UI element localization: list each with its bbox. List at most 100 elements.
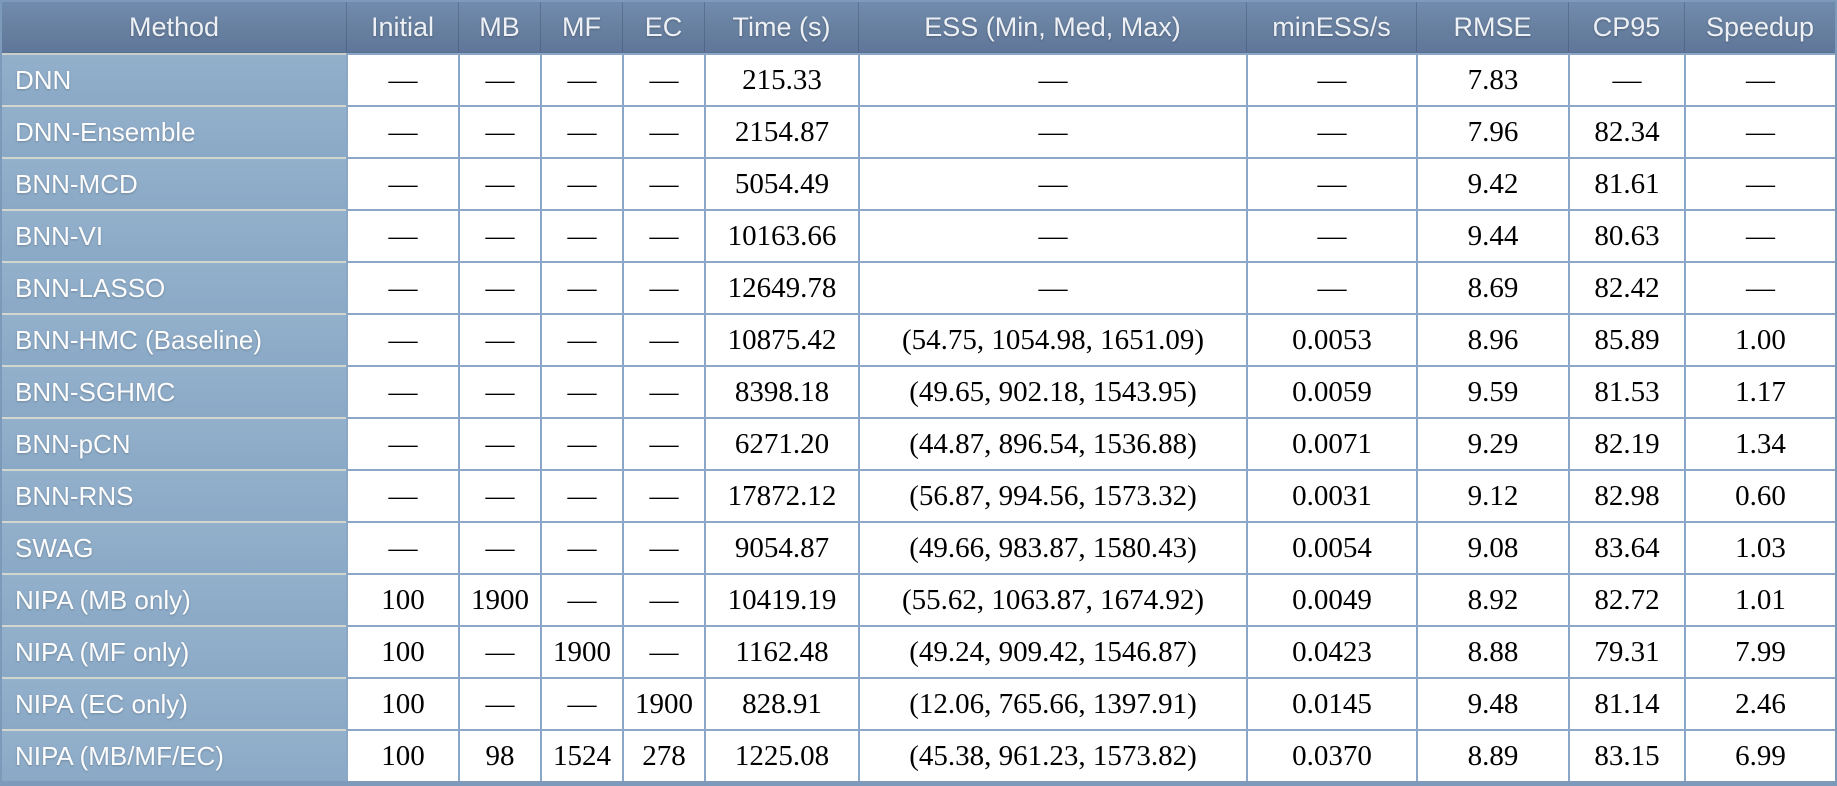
cell-mf: — (540, 261, 622, 313)
cell-speedup: 1.00 (1684, 313, 1835, 365)
cell-speedup: 2.46 (1684, 677, 1835, 729)
cell-speedup: 7.99 (1684, 625, 1835, 677)
cell-initial: — (346, 53, 458, 105)
cell-cp95: 81.14 (1568, 677, 1684, 729)
cell-mf: — (540, 417, 622, 469)
cell-speedup: 1.17 (1684, 365, 1835, 417)
cell-initial: 100 (346, 625, 458, 677)
cell-miness-s: 0.0370 (1246, 729, 1416, 781)
column-header-ec: EC (622, 2, 704, 53)
cell-rmse: 9.08 (1416, 521, 1568, 573)
cell-initial: — (346, 105, 458, 157)
column-header-ess-min-med-max: ESS (Min, Med, Max) (858, 2, 1246, 53)
table-row: SWAG — — — —9054.87 (49.66, 983.87, 1580.43) 0… (2, 521, 1835, 573)
method-cell-bnn-lasso: BNN-LASSO (2, 261, 346, 313)
cell-mf: 1524 (540, 729, 622, 781)
cell-rmse: 9.42 (1416, 157, 1568, 209)
cell-mf: — (540, 677, 622, 729)
cell-mb: — (458, 521, 540, 573)
cell-rmse: 9.12 (1416, 469, 1568, 521)
method-cell-bnn-mcd: BNN-MCD (2, 157, 346, 209)
cell-time-s: 10419.19 (704, 573, 858, 625)
cell-initial: 100 (346, 677, 458, 729)
cell-ess-min-med-max: (44.87, 896.54, 1536.88) (858, 417, 1246, 469)
column-header-mf: MF (540, 2, 622, 53)
cell-rmse: 9.48 (1416, 677, 1568, 729)
cell-ess-min-med-max: (54.75, 1054.98, 1651.09) (858, 313, 1246, 365)
cell-cp95: 82.98 (1568, 469, 1684, 521)
cell-miness-s: — (1246, 105, 1416, 157)
cell-time-s: 2154.87 (704, 105, 858, 157)
cell-ec: — (622, 313, 704, 365)
cell-speedup: — (1684, 53, 1835, 105)
cell-rmse: 9.59 (1416, 365, 1568, 417)
cell-ec: — (622, 209, 704, 261)
cell-mb: — (458, 209, 540, 261)
cell-cp95: 82.19 (1568, 417, 1684, 469)
cell-mb: — (458, 365, 540, 417)
cell-initial: — (346, 417, 458, 469)
cell-ec: — (622, 261, 704, 313)
table-row: DNN — — — —215.33— —7.83— — (2, 53, 1835, 105)
cell-miness-s: — (1246, 209, 1416, 261)
method-cell-nipa-mf-only: NIPA (MF only) (2, 625, 346, 677)
cell-time-s: 9054.87 (704, 521, 858, 573)
cell-speedup: 1.34 (1684, 417, 1835, 469)
cell-rmse: 9.29 (1416, 417, 1568, 469)
cell-mf: — (540, 209, 622, 261)
cell-miness-s: 0.0053 (1246, 313, 1416, 365)
cell-initial: 100 (346, 573, 458, 625)
cell-initial: — (346, 469, 458, 521)
method-cell-swag: SWAG (2, 521, 346, 573)
cell-mb: — (458, 469, 540, 521)
cell-ec: — (622, 521, 704, 573)
cell-cp95: 82.34 (1568, 105, 1684, 157)
cell-miness-s: 0.0059 (1246, 365, 1416, 417)
cell-ec: — (622, 365, 704, 417)
cell-mb: 98 (458, 729, 540, 781)
cell-speedup: — (1684, 209, 1835, 261)
cell-cp95: — (1568, 53, 1684, 105)
cell-initial: — (346, 313, 458, 365)
cell-time-s: 1225.08 (704, 729, 858, 781)
cell-miness-s: 0.0031 (1246, 469, 1416, 521)
cell-mb: — (458, 417, 540, 469)
cell-cp95: 81.53 (1568, 365, 1684, 417)
cell-miness-s: — (1246, 53, 1416, 105)
method-cell-bnn-pcn: BNN-pCN (2, 417, 346, 469)
cell-time-s: 6271.20 (704, 417, 858, 469)
cell-cp95: 79.31 (1568, 625, 1684, 677)
method-cell-bnn-sghmc: BNN-SGHMC (2, 365, 346, 417)
cell-mb: — (458, 677, 540, 729)
cell-rmse: 7.83 (1416, 53, 1568, 105)
cell-speedup: — (1684, 105, 1835, 157)
method-cell-bnn-rns: BNN-RNS (2, 469, 346, 521)
cell-mf: — (540, 521, 622, 573)
cell-cp95: 82.72 (1568, 573, 1684, 625)
cell-rmse: 8.92 (1416, 573, 1568, 625)
cell-ess-min-med-max: (49.66, 983.87, 1580.43) (858, 521, 1246, 573)
cell-ec: — (622, 53, 704, 105)
cell-mf: — (540, 53, 622, 105)
method-cell-nipa-mb-mf-ec: NIPA (MB/MF/EC) (2, 729, 346, 781)
cell-mb: — (458, 105, 540, 157)
cell-mb: — (458, 313, 540, 365)
cell-mf: — (540, 469, 622, 521)
cell-time-s: 828.91 (704, 677, 858, 729)
cell-speedup: 0.60 (1684, 469, 1835, 521)
cell-mf: — (540, 573, 622, 625)
cell-rmse: 8.96 (1416, 313, 1568, 365)
cell-cp95: 80.63 (1568, 209, 1684, 261)
cell-miness-s: — (1246, 157, 1416, 209)
cell-ess-min-med-max: — (858, 209, 1246, 261)
column-header-initial: Initial (346, 2, 458, 53)
cell-time-s: 17872.12 (704, 469, 858, 521)
cell-time-s: 10163.66 (704, 209, 858, 261)
method-cell-nipa-ec-only: NIPA (EC only) (2, 677, 346, 729)
cell-ess-min-med-max: (45.38, 961.23, 1573.82) (858, 729, 1246, 781)
cell-time-s: 12649.78 (704, 261, 858, 313)
cell-ec: — (622, 625, 704, 677)
cell-mb: — (458, 625, 540, 677)
